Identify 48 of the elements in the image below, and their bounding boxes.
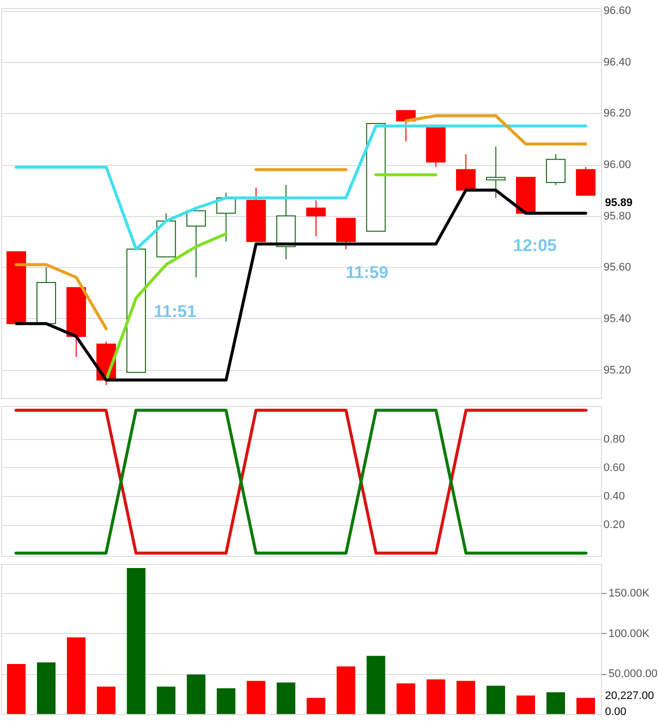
annotation: 11:51 <box>154 302 196 322</box>
y-tick-label: 0.60 <box>604 462 625 474</box>
bar <box>456 680 476 714</box>
text: 0.00 <box>605 706 626 718</box>
y-tick-label: 0.80 <box>604 433 625 446</box>
bar <box>216 688 236 714</box>
bar <box>396 683 416 714</box>
bar <box>96 686 116 714</box>
bar <box>306 698 326 714</box>
line-series <box>14 124 588 251</box>
bar <box>126 568 146 714</box>
bar <box>156 686 176 714</box>
bar <box>576 698 596 714</box>
candlestick <box>306 200 326 237</box>
bar <box>276 682 296 714</box>
y-tick-label: 95.80 <box>604 210 632 222</box>
y-tick-label: 100.00K <box>608 628 650 640</box>
bar <box>366 656 386 714</box>
bar <box>516 695 536 714</box>
y-tick-label: 95.20 <box>604 364 632 376</box>
bar <box>186 674 206 714</box>
candlestick <box>486 146 506 198</box>
bar <box>336 666 356 714</box>
y-tick-label: 96.00 <box>604 159 632 172</box>
candlestick <box>456 154 476 191</box>
y-tick-label: 0.40 <box>604 490 625 502</box>
y-tick-label: 150.00K <box>608 588 650 600</box>
bar <box>486 686 506 714</box>
candlestick <box>186 210 206 278</box>
annotation: 12:05 <box>513 236 557 255</box>
candlestick <box>336 218 356 250</box>
y-tick-label: 50,000.00 <box>608 668 658 680</box>
bar <box>546 692 566 714</box>
bar <box>36 662 56 714</box>
y-tick-label: 95.60 <box>604 262 632 274</box>
bar <box>6 664 26 714</box>
y-tick-label: 0.20 <box>604 519 625 532</box>
bar <box>426 679 446 714</box>
y-tick-label: 96.40 <box>604 56 632 68</box>
text: 95.89 <box>605 197 633 209</box>
candlestick <box>546 154 566 186</box>
text: 20,227.00 <box>605 690 654 702</box>
y-tick-label: 96.60 <box>604 5 632 18</box>
bar <box>246 680 266 714</box>
annotation: 11:59 <box>346 263 388 282</box>
y-tick-label: 95.40 <box>604 312 632 325</box>
bar <box>66 637 86 714</box>
y-tick-label: 96.20 <box>604 108 632 120</box>
